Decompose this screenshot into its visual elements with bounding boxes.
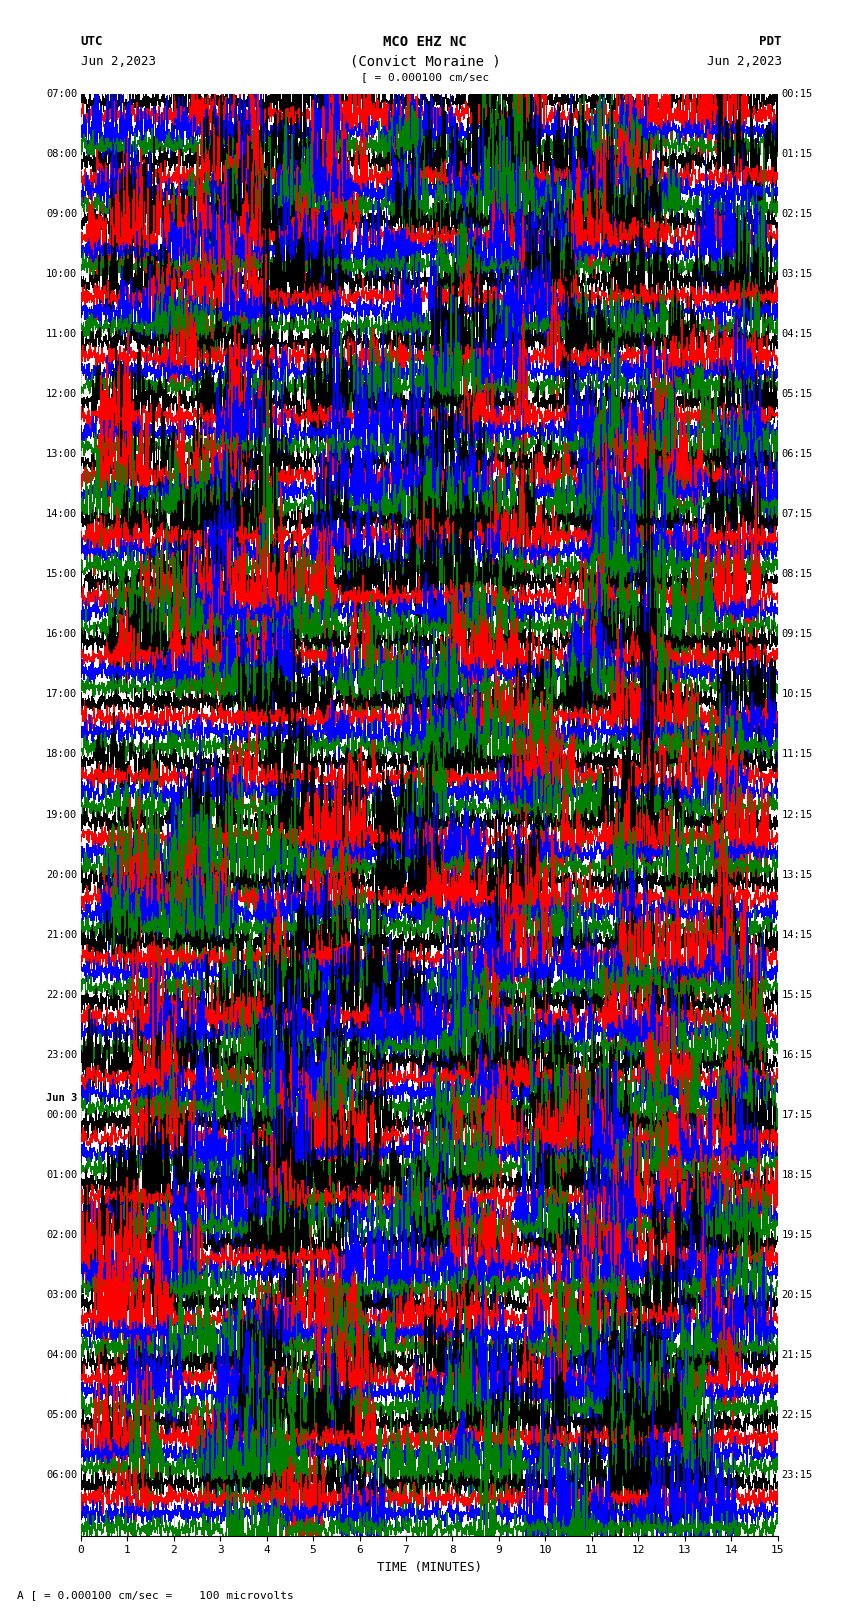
Text: 03:00: 03:00	[46, 1290, 77, 1300]
Text: UTC: UTC	[81, 35, 103, 48]
Text: 03:15: 03:15	[781, 269, 813, 279]
Text: A [ = 0.000100 cm/sec =    100 microvolts: A [ = 0.000100 cm/sec = 100 microvolts	[17, 1590, 294, 1600]
Text: Jun 2,2023: Jun 2,2023	[707, 55, 782, 68]
Text: 22:15: 22:15	[781, 1410, 813, 1421]
Text: 05:15: 05:15	[781, 389, 813, 398]
Text: 21:15: 21:15	[781, 1350, 813, 1360]
Text: 11:15: 11:15	[781, 750, 813, 760]
Text: PDT: PDT	[760, 35, 782, 48]
Text: 20:00: 20:00	[46, 869, 77, 879]
Text: 12:00: 12:00	[46, 389, 77, 398]
Text: 00:15: 00:15	[781, 89, 813, 98]
Text: 01:15: 01:15	[781, 148, 813, 158]
Text: 04:00: 04:00	[46, 1350, 77, 1360]
Text: 19:00: 19:00	[46, 810, 77, 819]
Text: 22:00: 22:00	[46, 990, 77, 1000]
Text: 19:15: 19:15	[781, 1231, 813, 1240]
Text: 18:15: 18:15	[781, 1169, 813, 1181]
Text: 17:15: 17:15	[781, 1110, 813, 1119]
Text: 07:00: 07:00	[46, 89, 77, 98]
Text: 15:00: 15:00	[46, 569, 77, 579]
Text: (Convict Moraine ): (Convict Moraine )	[349, 55, 501, 69]
Text: 04:15: 04:15	[781, 329, 813, 339]
Text: 21:00: 21:00	[46, 929, 77, 940]
Text: 10:00: 10:00	[46, 269, 77, 279]
Text: 13:15: 13:15	[781, 869, 813, 879]
Text: 14:00: 14:00	[46, 510, 77, 519]
Text: Jun 3: Jun 3	[46, 1094, 77, 1103]
Text: 13:00: 13:00	[46, 448, 77, 460]
Text: 06:00: 06:00	[46, 1471, 77, 1481]
Text: 06:15: 06:15	[781, 448, 813, 460]
Text: 10:15: 10:15	[781, 689, 813, 700]
Text: 15:15: 15:15	[781, 990, 813, 1000]
Text: 20:15: 20:15	[781, 1290, 813, 1300]
Text: 01:00: 01:00	[46, 1169, 77, 1181]
Text: 08:00: 08:00	[46, 148, 77, 158]
Text: 16:15: 16:15	[781, 1050, 813, 1060]
Text: 14:15: 14:15	[781, 929, 813, 940]
Text: 16:00: 16:00	[46, 629, 77, 639]
Text: 11:00: 11:00	[46, 329, 77, 339]
Text: 17:00: 17:00	[46, 689, 77, 700]
Text: 02:15: 02:15	[781, 208, 813, 219]
Text: 09:15: 09:15	[781, 629, 813, 639]
Text: 12:15: 12:15	[781, 810, 813, 819]
Text: 08:15: 08:15	[781, 569, 813, 579]
Text: 18:00: 18:00	[46, 750, 77, 760]
Text: 23:15: 23:15	[781, 1471, 813, 1481]
Text: Jun 2,2023: Jun 2,2023	[81, 55, 156, 68]
Text: 07:15: 07:15	[781, 510, 813, 519]
Text: 05:00: 05:00	[46, 1410, 77, 1421]
Text: 02:00: 02:00	[46, 1231, 77, 1240]
Text: 00:00: 00:00	[46, 1110, 77, 1119]
Text: 09:00: 09:00	[46, 208, 77, 219]
Text: 23:00: 23:00	[46, 1050, 77, 1060]
Text: MCO EHZ NC: MCO EHZ NC	[383, 35, 467, 50]
Text: [ = 0.000100 cm/sec: [ = 0.000100 cm/sec	[361, 73, 489, 82]
X-axis label: TIME (MINUTES): TIME (MINUTES)	[377, 1561, 482, 1574]
